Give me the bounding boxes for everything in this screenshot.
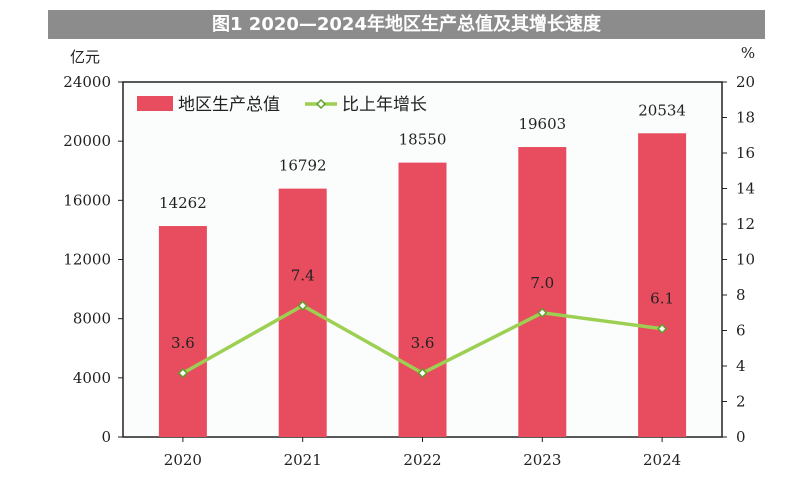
growth-point <box>657 323 668 334</box>
bar-2021 <box>278 188 327 437</box>
x-tick-label: 2022 <box>403 451 441 469</box>
legend-line-marker <box>315 98 327 110</box>
right-tick-label: 6 <box>736 322 746 340</box>
right-tick-label: 16 <box>736 144 755 162</box>
growth-point <box>537 307 548 318</box>
growth-point <box>297 300 308 311</box>
x-tick-label: 2021 <box>284 451 322 469</box>
left-tick-label: 24000 <box>63 73 111 91</box>
chart-title: 图1 2020—2024年地区生产总值及其增长速度 <box>48 10 765 39</box>
right-axis-label: % <box>741 44 755 62</box>
bar-data-label: 20534 <box>638 101 686 119</box>
left-tick-label: 16000 <box>63 191 111 209</box>
line-data-label: 3.6 <box>411 334 435 352</box>
legend-bar-swatch <box>137 96 173 111</box>
bar-2020 <box>158 226 207 437</box>
line-data-label: 7.0 <box>530 274 554 292</box>
right-tick-label: 10 <box>736 251 755 269</box>
right-tick-label: 14 <box>736 180 755 198</box>
bar-data-label: 14262 <box>159 194 207 212</box>
right-tick-label: 20 <box>736 73 755 91</box>
right-tick-label: 4 <box>736 357 746 375</box>
growth-point <box>417 368 428 379</box>
bar-data-label: 19603 <box>518 115 566 133</box>
left-tick-label: 8000 <box>73 310 111 328</box>
line-data-label: 3.6 <box>171 334 195 352</box>
left-axis-label: 亿元 <box>70 48 100 66</box>
bar-data-label: 16792 <box>279 157 327 175</box>
x-tick-label: 2020 <box>164 451 202 469</box>
bar-data-label: 18550 <box>399 131 447 149</box>
growth-point <box>177 368 188 379</box>
right-tick-label: 2 <box>736 393 746 411</box>
x-tick-label: 2023 <box>523 451 561 469</box>
right-tick-label: 12 <box>736 215 755 233</box>
left-tick-label: 4000 <box>73 369 111 387</box>
left-tick-label: 20000 <box>63 132 111 150</box>
line-data-label: 7.4 <box>291 267 315 285</box>
right-tick-label: 18 <box>736 109 755 127</box>
right-tick-label: 8 <box>736 286 746 304</box>
legend-bar-label: 地区生产总值 <box>178 95 280 115</box>
bar-2023 <box>518 147 567 438</box>
left-tick-label: 0 <box>101 428 111 446</box>
left-tick-label: 12000 <box>63 251 111 269</box>
bar-2024 <box>638 133 687 437</box>
right-tick-label: 0 <box>736 428 746 446</box>
line-data-label: 6.1 <box>650 290 674 308</box>
legend-line-label: 比上年增长 <box>342 95 427 115</box>
bar-2022 <box>398 162 447 438</box>
x-tick-label: 2024 <box>643 451 681 469</box>
